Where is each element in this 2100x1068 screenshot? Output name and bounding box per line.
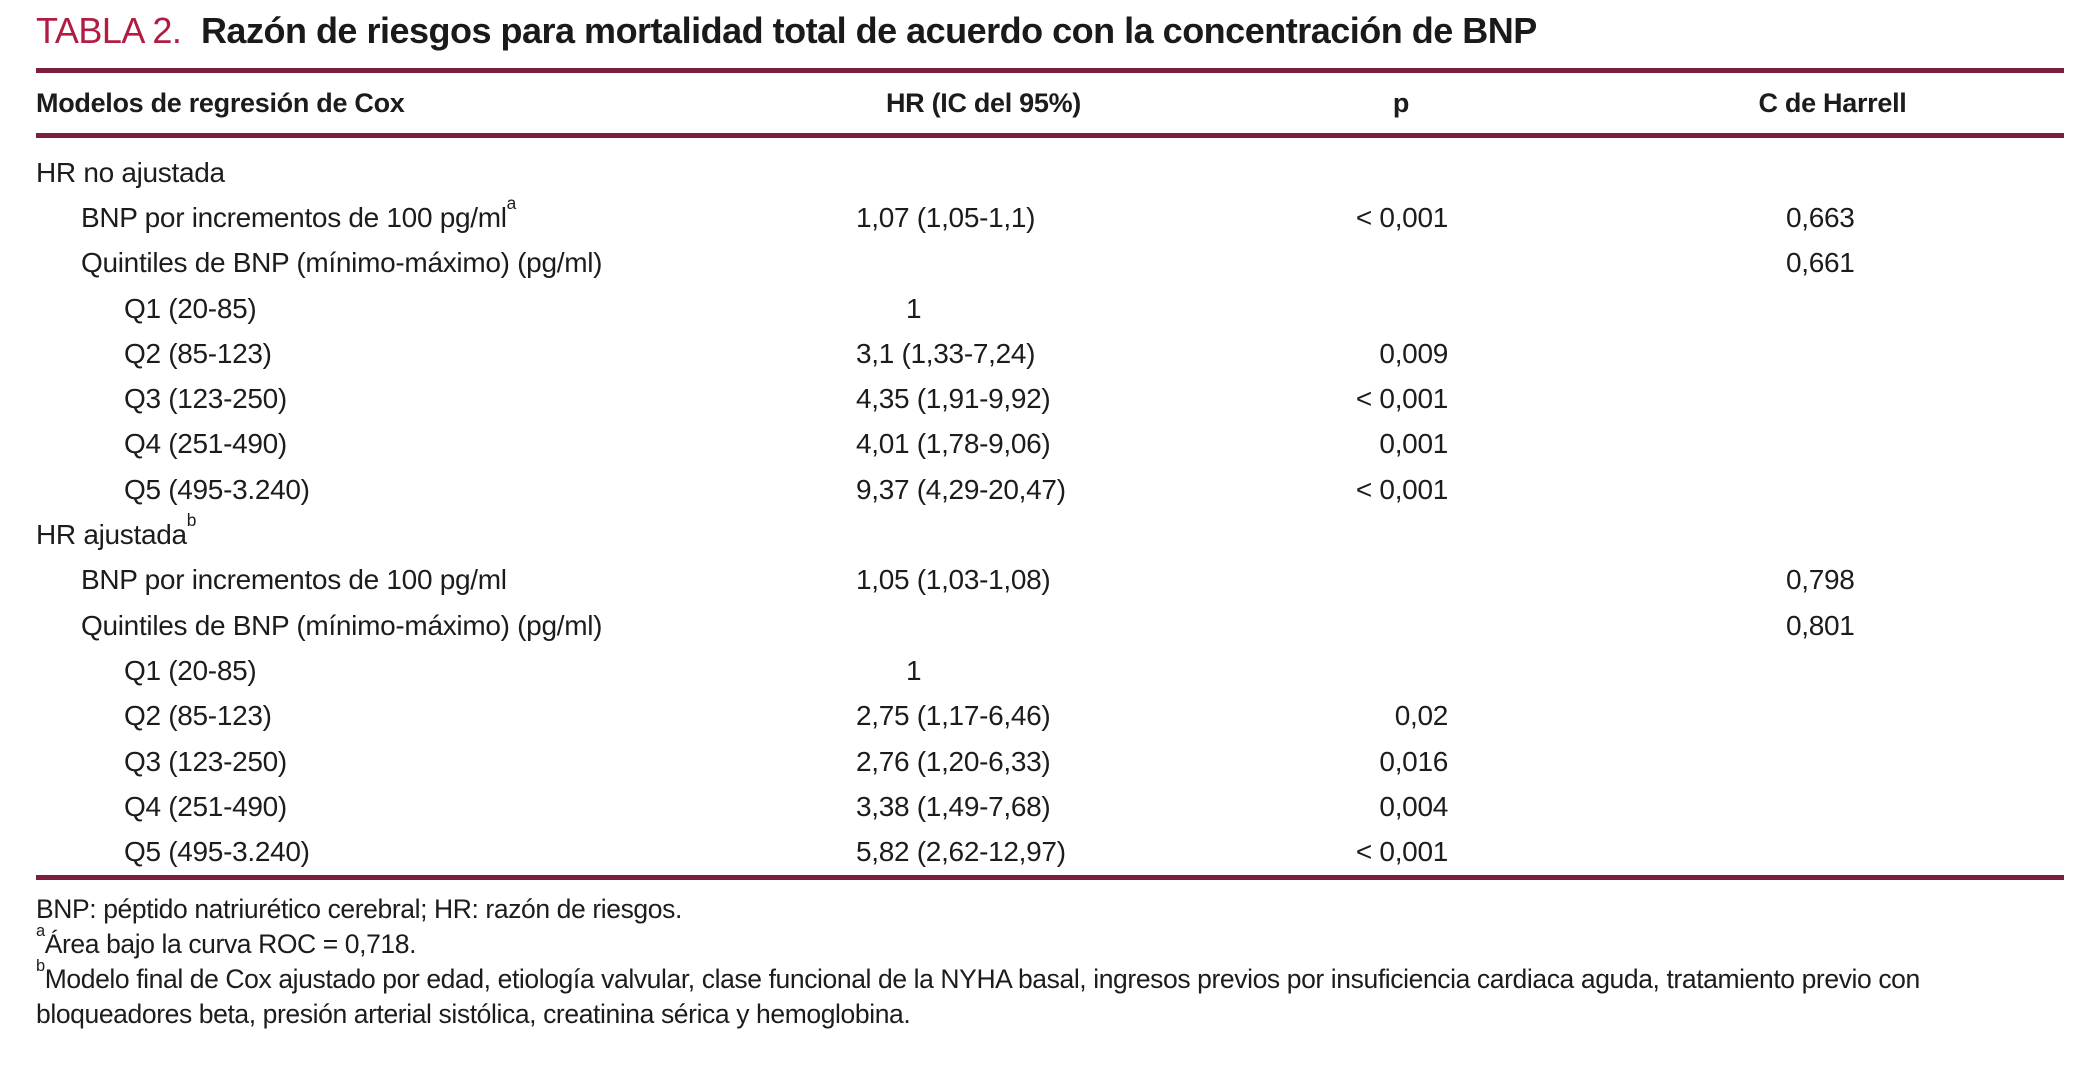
table-row: HR no ajustada [36, 150, 2064, 195]
row-label: Quintiles de BNP (mínimo-máximo) (pg/ml) [81, 247, 603, 279]
p-value: < 0,001 [1355, 383, 1448, 415]
table-row: Q3 (123-250) 2,76 (1,20-6,33) 0,016 [36, 739, 2064, 784]
hr-value: 4,01 (1,78-9,06) [856, 428, 1051, 460]
table-row: Q4 (251-490) 4,01 (1,78-9,06) 0,001 [36, 422, 2064, 467]
hr-value: 1 [906, 654, 922, 686]
hr-value: 5,82 (2,62-12,97) [856, 836, 1066, 868]
table-row: Quintiles de BNP (mínimo-máximo) (pg/ml)… [36, 241, 2064, 286]
row-label: Q3 (123-250) [124, 745, 287, 777]
p-value: < 0,001 [1355, 201, 1448, 233]
footnote-abbreviations: BNP: péptido natriurético cerebral; HR: … [36, 893, 682, 924]
table-number-label: TABLA 2. [36, 10, 182, 51]
table-row: Q1 (20-85) 1 [36, 648, 2064, 693]
paper-table: TABLA 2. Razón de riesgos para mortalida… [0, 10, 2100, 1032]
table-row: Q4 (251-490) 3,38 (1,49-7,68) 0,004 [36, 784, 2064, 829]
p-value: 0,009 [1379, 337, 1448, 369]
row-label: HR ajustadab [36, 509, 197, 551]
column-header-c-harrell: C de Harrell [1758, 87, 1907, 118]
c-harrell-value: 0,798 [1786, 564, 1855, 596]
hr-value: 3,1 (1,33-7,24) [856, 337, 1036, 369]
table-row: Q2 (85-123) 3,1 (1,33-7,24) 0,009 [36, 331, 2064, 376]
row-label: Q4 (251-490) [124, 428, 287, 460]
column-header-models: Modelos de regresión de Cox [36, 87, 405, 118]
p-value: 0,016 [1379, 745, 1448, 777]
footnote-b: bModelo final de Cox ajustado por edad, … [36, 956, 1920, 1029]
divider-top [36, 68, 2064, 73]
hr-value: 1,05 (1,03-1,08) [856, 564, 1051, 596]
column-header-hr-ci: HR (IC del 95%) [885, 87, 1082, 118]
table-row: Q2 (85-123) 2,75 (1,17-6,46) 0,02 [36, 694, 2064, 739]
row-label: HR no ajustada [36, 156, 225, 188]
row-label: BNP por incrementos de 100 pg/ml [81, 564, 507, 596]
divider-header [36, 133, 2064, 138]
row-label: Q2 (85-123) [124, 700, 272, 732]
p-value: 0,02 [1394, 700, 1449, 732]
hr-value: 1 [906, 292, 922, 324]
footnote-a: aÁrea bajo la curva ROC = 0,718. [36, 921, 417, 959]
table-row: Q1 (20-85) 1 [36, 286, 2064, 331]
row-label: Q3 (123-250) [124, 383, 287, 415]
table-body: HR no ajustada BNP por incrementos de 10… [36, 138, 2064, 875]
row-label: Q4 (251-490) [124, 790, 287, 822]
row-label: Quintiles de BNP (mínimo-máximo) (pg/ml) [81, 609, 603, 641]
table-header-row: Modelos de regresión de Cox HR (IC del 9… [36, 73, 2064, 133]
hr-value: 4,35 (1,91-9,92) [856, 383, 1051, 415]
table-title-text: Razón de riesgos para mortalidad total d… [200, 10, 1537, 51]
p-value: 0,001 [1379, 428, 1448, 460]
row-label: BNP por incrementos de 100 pg/mla [81, 192, 517, 233]
table-row: Q3 (123-250) 4,35 (1,91-9,92) < 0,001 [36, 376, 2064, 421]
p-value: 0,004 [1379, 790, 1448, 822]
c-harrell-value: 0,801 [1786, 609, 1855, 641]
table-row: Q5 (495-3.240) 5,82 (2,62-12,97) < 0,001 [36, 829, 2064, 874]
footnotes: BNP: péptido natriurético cerebral; HR: … [36, 892, 2064, 1032]
table-title: TABLA 2. Razón de riesgos para mortalida… [36, 10, 2064, 52]
column-header-p: p [1392, 87, 1410, 118]
hr-value: 9,37 (4,29-20,47) [856, 473, 1066, 505]
c-harrell-value: 0,663 [1786, 201, 1855, 233]
row-label: Q5 (495-3.240) [124, 836, 310, 868]
p-value: < 0,001 [1355, 836, 1448, 868]
row-label: Q1 (20-85) [124, 654, 257, 686]
table-row: Quintiles de BNP (mínimo-máximo) (pg/ml)… [36, 603, 2064, 648]
hr-value: 2,75 (1,17-6,46) [856, 700, 1051, 732]
divider-bottom [36, 874, 2064, 880]
table-row: BNP por incrementos de 100 pg/mla 1,07 (… [36, 192, 2064, 240]
table-row: Q5 (495-3.240) 9,37 (4,29-20,47) < 0,001 [36, 467, 2064, 512]
row-label: Q5 (495-3.240) [124, 473, 310, 505]
table-row: BNP por incrementos de 100 pg/ml 1,05 (1… [36, 558, 2064, 603]
row-label: Q2 (85-123) [124, 337, 272, 369]
c-harrell-value: 0,661 [1786, 247, 1855, 279]
hr-value: 1,07 (1,05-1,1) [856, 201, 1036, 233]
row-label: Q1 (20-85) [124, 292, 257, 324]
hr-value: 3,38 (1,49-7,68) [856, 790, 1051, 822]
hr-value: 2,76 (1,20-6,33) [856, 745, 1051, 777]
p-value: < 0,001 [1355, 473, 1448, 505]
table-row: HR ajustadab [36, 509, 2064, 557]
